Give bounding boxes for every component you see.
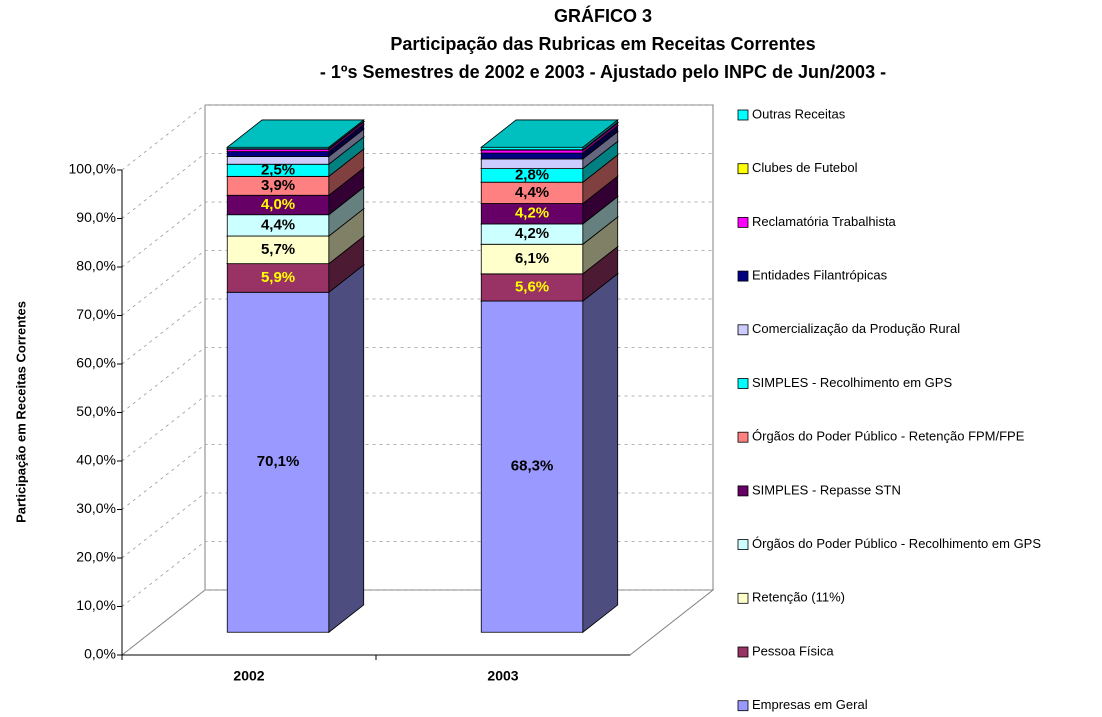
floor: [120, 589, 715, 656]
grid-line: [121, 492, 713, 559]
y-tick-label: 70,0%: [76, 306, 116, 322]
bar-segment: [226, 151, 330, 157]
y-tick-label: 90,0%: [76, 209, 116, 225]
legend-swatch: [737, 216, 749, 228]
value-label: 68,3%: [511, 458, 554, 475]
legend-swatch: [737, 431, 749, 443]
bar-segment: [480, 300, 584, 633]
legend-label: Retenção (11%): [752, 590, 845, 605]
grid-line: [121, 201, 713, 268]
y-axis-label: Participação em Receitas Correntes: [13, 301, 28, 523]
legend-label: Entidades Filantrópicas: [752, 268, 888, 283]
y-tick-label: 20,0%: [76, 549, 116, 565]
legend-label: Órgãos do Poder Público - Retenção FPM/F…: [752, 429, 1025, 444]
legend-swatch: [737, 163, 749, 175]
bar-top: [226, 119, 365, 148]
legend-swatch: [737, 109, 749, 121]
bar-segment: [226, 235, 330, 265]
y-tick-label: 50,0%: [76, 403, 116, 419]
legend-label: Comercialização da Produção Rural: [752, 321, 960, 336]
y-tick-label: 0,0%: [84, 646, 116, 662]
legend-label: SIMPLES - Recolhimento em GPS: [752, 375, 952, 390]
value-label: 4,2%: [515, 205, 549, 222]
legend-swatch: [737, 270, 749, 282]
grid-line: [121, 444, 713, 510]
bar-top: [480, 119, 619, 148]
bar-segment: [480, 152, 584, 160]
value-label: 70,1%: [257, 453, 300, 470]
bar-side: [582, 272, 619, 634]
value-label: 5,7%: [261, 241, 295, 258]
chart-title: GRÁFICO 3: [554, 5, 652, 26]
legend-swatch: [737, 700, 749, 712]
bar-side: [328, 264, 365, 634]
legend-swatch: [737, 539, 749, 550]
grid-line: [121, 104, 713, 171]
value-label: 5,6%: [515, 278, 549, 295]
grid-line: [121, 347, 713, 413]
value-label: 4,2%: [515, 225, 549, 242]
bar-segment: [480, 149, 584, 154]
legend-label: Órgãos do Poder Público - Recolhimento e…: [752, 536, 1041, 551]
bar-segment: [480, 243, 584, 275]
x-tick-label: 2003: [487, 668, 518, 684]
grid-line: [121, 298, 713, 365]
value-label: 2,8%: [515, 166, 549, 183]
legend-label: Pessoa Física: [752, 643, 834, 658]
legend-label: Empresas em Geral: [752, 697, 868, 712]
grid-line: [121, 541, 713, 607]
grid-line: [121, 250, 713, 316]
bar-segment: [226, 291, 330, 633]
grid-line: [121, 395, 713, 462]
bar-segment: [480, 273, 584, 302]
y-tick-label: 80,0%: [76, 258, 116, 274]
y-tick-label: 60,0%: [76, 355, 116, 371]
legend-swatch: [737, 485, 749, 497]
legend-swatch: [737, 378, 749, 389]
legend-label: Clubes de Futebol: [752, 160, 858, 175]
y-tick-label: 30,0%: [76, 500, 116, 516]
x-tick-label: 2002: [233, 668, 264, 684]
bar-segment: [226, 263, 330, 293]
y-tick-label: 10,0%: [76, 597, 116, 613]
value-label: 4,4%: [515, 184, 549, 201]
legend-swatch: [737, 646, 749, 658]
chart-subtitle: - 1ºs Semestres de 2002 e 2003 - Ajustad…: [320, 62, 886, 82]
y-tick-label: 40,0%: [76, 452, 116, 468]
value-label: 4,4%: [261, 216, 295, 233]
grid-line: [121, 153, 713, 219]
value-label: 6,1%: [515, 250, 549, 267]
grid-line: [121, 589, 713, 656]
value-label: 4,0%: [261, 196, 295, 213]
legend-swatch: [737, 592, 749, 604]
chart-subtitle: Participação das Rubricas em Receitas Co…: [390, 34, 815, 54]
value-label: 3,9%: [261, 177, 295, 194]
value-label: 2,5%: [261, 161, 295, 178]
legend-label: Outras Receitas: [752, 106, 846, 121]
value-label: 5,9%: [261, 269, 295, 286]
y-tick-label: 100,0%: [69, 161, 116, 177]
legend-label: Reclamatória Trabalhista: [752, 214, 897, 229]
legend-label: SIMPLES - Repasse STN: [752, 482, 901, 497]
legend-swatch: [737, 324, 749, 336]
